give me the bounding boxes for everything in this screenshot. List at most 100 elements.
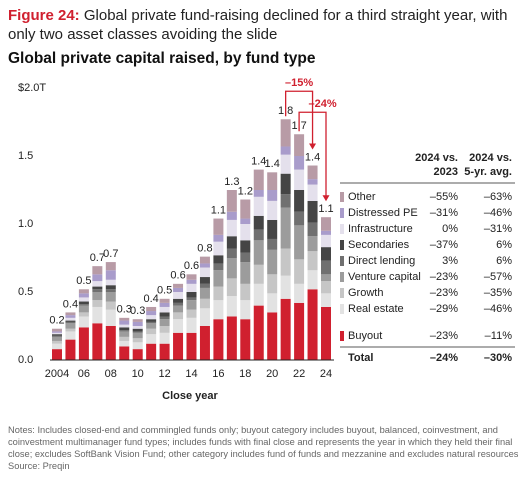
x-tick-label: 20 bbox=[266, 368, 278, 380]
bar-segment bbox=[92, 292, 103, 301]
legend-label: Secondaries bbox=[348, 239, 410, 251]
bar-segment bbox=[132, 332, 143, 339]
bar-segment bbox=[132, 349, 143, 360]
bar-segment bbox=[199, 277, 210, 284]
legend-swatch bbox=[340, 192, 344, 202]
bar-segment bbox=[253, 305, 264, 360]
bar-segment bbox=[267, 190, 278, 201]
total-label: 0.5 bbox=[157, 285, 172, 297]
bar-segment bbox=[280, 248, 291, 276]
bar-segment bbox=[213, 300, 224, 320]
bar-segment bbox=[173, 319, 184, 333]
bar-segment bbox=[186, 332, 197, 360]
table-cell: –23% bbox=[430, 330, 458, 342]
notes: Notes: Includes closed-end and commingle… bbox=[8, 425, 519, 459]
bar-segment bbox=[146, 334, 157, 344]
bar-segment bbox=[105, 326, 116, 360]
bar-segment bbox=[105, 309, 116, 326]
bar-segment bbox=[132, 338, 143, 343]
bar-segment bbox=[119, 324, 130, 328]
legend-swatch bbox=[340, 288, 344, 298]
bar-segment bbox=[294, 211, 305, 226]
bar-segment bbox=[226, 211, 237, 220]
bar-segment bbox=[65, 328, 76, 332]
bar-segment bbox=[294, 302, 305, 360]
bar-segment bbox=[321, 234, 331, 248]
table-cell: 6% bbox=[496, 255, 512, 267]
x-tick-label: 16 bbox=[212, 368, 224, 380]
bar-segment bbox=[146, 311, 157, 316]
bar-segment bbox=[159, 332, 170, 344]
bar-segment bbox=[78, 305, 89, 313]
column-header: 2024 vs. bbox=[415, 152, 458, 164]
bar-segment bbox=[240, 224, 251, 241]
bar-segment bbox=[294, 259, 305, 284]
bar-segment bbox=[119, 346, 130, 360]
bar-segment bbox=[307, 165, 318, 180]
bar-segment bbox=[253, 215, 264, 230]
bar-segment bbox=[52, 340, 62, 344]
bar-segment bbox=[173, 302, 184, 306]
bar-segment bbox=[321, 260, 331, 275]
x-tick-label: 18 bbox=[239, 368, 251, 380]
bar-segment bbox=[119, 320, 130, 325]
bar-segment bbox=[226, 278, 237, 297]
bar-segment bbox=[92, 281, 103, 287]
bar-segment bbox=[92, 286, 103, 290]
bar-segment bbox=[65, 323, 76, 329]
total-label: 0.7 bbox=[103, 248, 118, 260]
bar-segment bbox=[307, 200, 318, 223]
x-tick-label: 2004 bbox=[45, 368, 69, 380]
bar-segment bbox=[240, 199, 251, 219]
bar-segment bbox=[105, 279, 116, 286]
bar-segment bbox=[132, 321, 143, 326]
bar-segment bbox=[52, 332, 62, 335]
table-cell: –46% bbox=[484, 303, 512, 315]
legend-swatch bbox=[340, 331, 344, 341]
legend-label: Real estate bbox=[348, 303, 404, 315]
table-cell: –35% bbox=[484, 287, 512, 299]
bar-segment bbox=[78, 316, 89, 328]
bar-segment bbox=[65, 317, 76, 321]
bar-segment bbox=[173, 292, 184, 299]
bar-segment bbox=[267, 200, 278, 220]
bar-segment bbox=[65, 331, 76, 340]
bar-segment bbox=[240, 252, 251, 263]
bar-segment bbox=[240, 319, 251, 360]
annotation-arrow bbox=[285, 90, 314, 148]
bar-segment bbox=[173, 332, 184, 360]
bar-segment bbox=[105, 289, 116, 292]
bar-segment bbox=[253, 283, 264, 306]
bar-segment bbox=[78, 327, 89, 360]
bar-segment bbox=[253, 169, 264, 190]
bar-segment bbox=[240, 240, 251, 253]
bar-segment bbox=[199, 267, 210, 278]
table-cell: –29% bbox=[430, 303, 458, 315]
legend-swatch bbox=[340, 304, 344, 314]
bar-segment bbox=[226, 258, 237, 279]
bar-segment bbox=[213, 286, 224, 301]
heading: Figure 24: Global private fund-raising d… bbox=[8, 6, 520, 44]
table-cell: –31% bbox=[430, 207, 458, 219]
bar-segment bbox=[132, 342, 143, 350]
bar-segment bbox=[92, 306, 103, 324]
bar-segment bbox=[199, 308, 210, 326]
bar-segment bbox=[253, 229, 264, 241]
legend-swatch bbox=[340, 208, 344, 218]
bar-segment bbox=[186, 283, 197, 292]
bar-segment bbox=[92, 323, 103, 360]
bar-segment bbox=[321, 281, 331, 294]
bar-segment bbox=[173, 312, 184, 320]
total-cell: –24% bbox=[430, 352, 458, 364]
bar-segment bbox=[307, 289, 318, 360]
legend-swatch bbox=[340, 256, 344, 266]
bar-segment bbox=[213, 234, 224, 242]
bar-segment bbox=[132, 331, 143, 333]
bar-segment bbox=[105, 292, 116, 302]
total-label: 0.3 bbox=[130, 305, 145, 317]
total-label: 0.6 bbox=[184, 260, 199, 272]
total-label: 0.2 bbox=[49, 315, 64, 327]
total-label: 0.4 bbox=[144, 293, 159, 305]
bar-segment bbox=[105, 262, 116, 271]
total-label: 0.4 bbox=[63, 298, 78, 310]
